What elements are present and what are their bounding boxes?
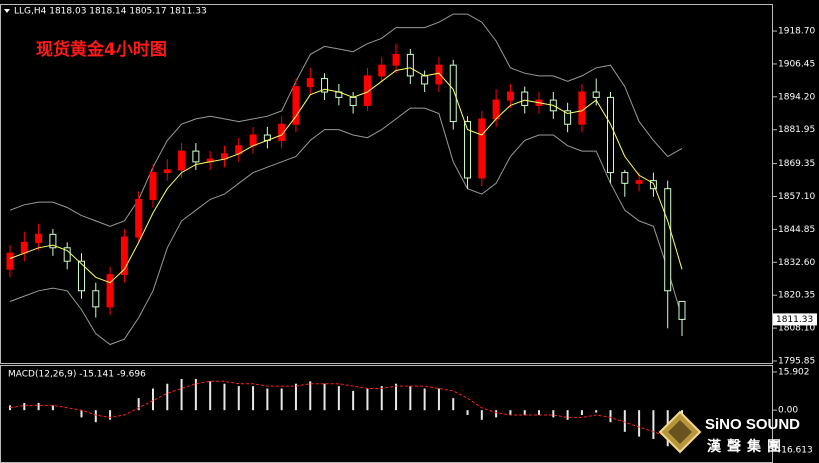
candle-body bbox=[178, 150, 186, 171]
candle-body bbox=[678, 300, 686, 320]
candle-body bbox=[20, 241, 28, 254]
candle-body bbox=[292, 86, 300, 125]
candle-body bbox=[564, 110, 572, 125]
y-tick-label: 1820.35 bbox=[778, 291, 815, 301]
price-tag bbox=[773, 313, 817, 326]
candle-body bbox=[521, 91, 529, 106]
candle-body bbox=[278, 123, 286, 141]
candle-body bbox=[249, 134, 257, 147]
candle-body bbox=[349, 96, 357, 106]
candle-body bbox=[92, 290, 100, 308]
candle-body bbox=[478, 118, 486, 179]
y-tick-label: 1906.45 bbox=[778, 59, 815, 69]
y-tick-label: 1808.10 bbox=[778, 324, 815, 334]
candle-body bbox=[392, 53, 400, 66]
candle-body bbox=[192, 150, 200, 163]
candle-body bbox=[607, 96, 615, 174]
candle-body bbox=[592, 91, 600, 98]
candle-body bbox=[63, 247, 71, 262]
candle-body bbox=[363, 75, 371, 106]
candle-body bbox=[492, 99, 500, 120]
candle-body bbox=[163, 169, 171, 174]
macd-signal bbox=[9, 380, 683, 438]
main-frame bbox=[0, 4, 773, 364]
candle-body bbox=[664, 188, 672, 292]
candle-body bbox=[77, 260, 85, 292]
candle-body bbox=[406, 53, 414, 77]
candle-body bbox=[449, 64, 457, 123]
candle-body bbox=[49, 233, 57, 249]
y-tick-label: 1894.20 bbox=[778, 92, 815, 102]
candle-body bbox=[149, 172, 157, 200]
logo-brand-cn: 漢聲集團 bbox=[707, 438, 787, 455]
candle-body bbox=[464, 121, 472, 179]
candle-body bbox=[435, 64, 443, 85]
y-tick-label: -16.613 bbox=[778, 446, 813, 456]
candle-body bbox=[135, 198, 143, 238]
y-tick-label: 15.902 bbox=[778, 367, 810, 377]
chart-header: LLG,H4 1818.03 1818.14 1805.17 1811.33 bbox=[14, 7, 207, 17]
header-arrow bbox=[4, 9, 10, 13]
chart-title: 现货黄金4小时图 bbox=[36, 39, 167, 60]
candle-body bbox=[6, 252, 14, 270]
y-tick-label: 1881.95 bbox=[778, 125, 815, 135]
y-tick-label: 1832.60 bbox=[778, 258, 815, 268]
moving-average bbox=[9, 67, 683, 284]
candle-body bbox=[421, 75, 429, 85]
candle-body bbox=[106, 274, 114, 308]
logo: SiNO SOUND 漢聲集團 bbox=[658, 410, 800, 455]
candle-body bbox=[506, 91, 514, 101]
candle-body bbox=[306, 78, 314, 88]
y-tick-label: 0.00 bbox=[778, 406, 798, 416]
bollinger-lower bbox=[9, 107, 683, 346]
y-tick-label: 1869.35 bbox=[778, 159, 815, 169]
logo-icon-inner bbox=[668, 420, 692, 444]
price-tag-label: 1811.33 bbox=[776, 315, 813, 325]
y-tick-label: 1857.10 bbox=[778, 192, 815, 202]
candle-body bbox=[35, 233, 43, 243]
candle-body bbox=[635, 180, 643, 184]
y-tick-label: 1918.70 bbox=[778, 27, 815, 37]
y-tick-label: 1795.85 bbox=[778, 356, 815, 366]
logo-brand: SiNO SOUND bbox=[705, 416, 800, 433]
candle-body bbox=[621, 172, 629, 184]
y-tick-label: 1844.85 bbox=[778, 225, 815, 235]
candle-body bbox=[378, 64, 386, 77]
candle-body bbox=[120, 236, 128, 276]
macd-header: MACD(12,26,9) -15.141 -9.696 bbox=[8, 370, 146, 380]
bollinger-upper bbox=[9, 13, 683, 227]
candle-body bbox=[578, 91, 586, 125]
macd-frame bbox=[0, 365, 773, 463]
candle-body bbox=[321, 78, 329, 93]
